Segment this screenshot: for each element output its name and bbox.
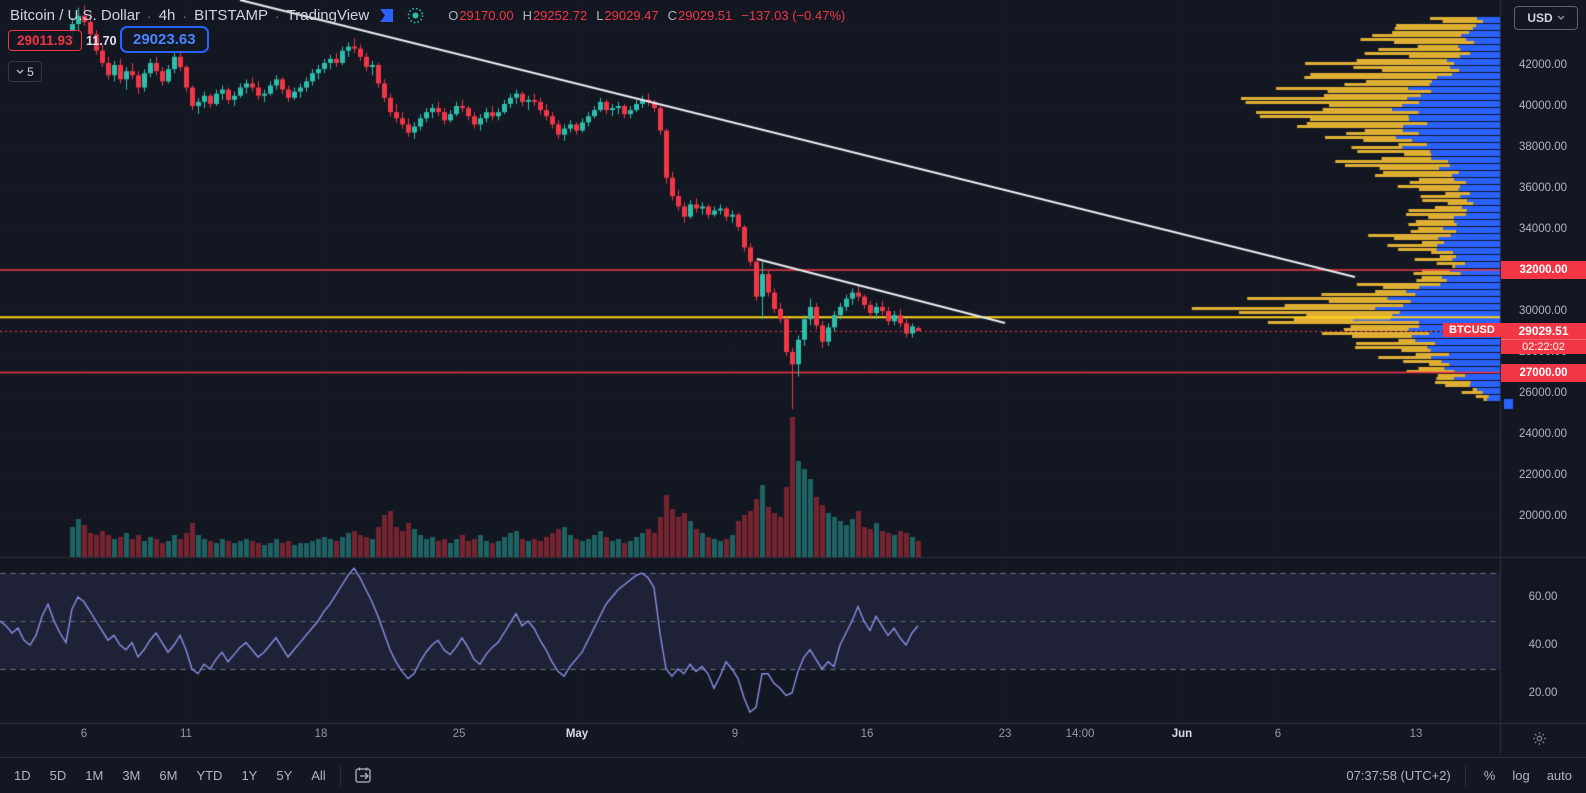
change-value: −137.03 (−0.47%): [741, 8, 846, 23]
range-button-5d[interactable]: 5D: [49, 768, 67, 783]
range-button-6m[interactable]: 6M: [159, 768, 178, 783]
object-tree-collapse-chip[interactable]: 5: [8, 61, 42, 82]
price-tick-label: 26000.00: [1519, 387, 1567, 399]
go-to-date-icon[interactable]: [355, 767, 374, 784]
time-tick-label: 16: [860, 728, 874, 740]
header-separator: ·: [274, 7, 280, 24]
rsi-tick-label: 60.00: [1528, 591, 1558, 603]
range-button-3m[interactable]: 3M: [122, 768, 141, 783]
symbol-price-tag: BTCUSD: [1443, 322, 1501, 337]
currency-unit-button[interactable]: USD: [1514, 6, 1578, 30]
time-tick-label: Jun: [1171, 728, 1193, 740]
range-button-1m[interactable]: 1M: [85, 768, 104, 783]
time-tick-label: 9: [731, 728, 739, 740]
range-button-1y[interactable]: 1Y: [241, 768, 258, 783]
low-value: 29029.47: [604, 8, 659, 23]
price-tick-label: 36000.00: [1519, 182, 1567, 194]
scale-button-auto[interactable]: auto: [1546, 768, 1572, 783]
chevron-down-icon: [16, 69, 24, 74]
asset-logo-icon: [407, 7, 424, 24]
last-price-axis-label: 29029.51 02:22:02: [1501, 322, 1586, 354]
rsi-tick-label: 20.00: [1528, 687, 1558, 699]
vendor-label[interactable]: TradingView: [286, 7, 370, 24]
exchange-label[interactable]: BITSTAMP: [194, 7, 268, 24]
bar-close-countdown: 02:22:02: [1501, 338, 1586, 354]
close-value: 29029.51: [678, 8, 733, 23]
chevron-down-icon: [1557, 15, 1565, 20]
ask-price-label[interactable]: 29023.63: [120, 26, 209, 53]
price-tick-label: 22000.00: [1519, 469, 1567, 481]
time-tick-label: 6: [80, 728, 88, 740]
spread-label: 11.70: [86, 34, 117, 48]
time-tick-label: 14:00: [1065, 728, 1095, 740]
time-tick-label: 6: [1274, 728, 1282, 740]
range-button-all[interactable]: All: [311, 768, 326, 783]
open-value: 29170.00: [459, 8, 514, 23]
time-tick-label: May: [565, 728, 589, 740]
bid-price-label[interactable]: 29011.93: [8, 30, 82, 51]
price-tick-label: 40000.00: [1519, 100, 1567, 112]
toolbar-divider: [339, 765, 341, 786]
price-tick-label: 20000.00: [1519, 510, 1567, 522]
bottom-toolbar: 1D 5D 1M 3M 6M YTD 1Y 5Y All 07:37:58 (UTC+2) % l…: [0, 757, 1586, 793]
interval-label[interactable]: 4h: [158, 7, 176, 24]
range-button-5y[interactable]: 5Y: [276, 768, 293, 783]
toolbar-divider: [1464, 765, 1466, 786]
time-tick-label: 25: [452, 728, 466, 740]
range-button-ytd[interactable]: YTD: [196, 768, 223, 783]
time-tick-label: 13: [1409, 728, 1423, 740]
symbol-header: Bitcoin / U.S. Dollar · 4h · BITSTAMP · …: [10, 7, 845, 24]
scale-mode-buttons: % log auto: [1484, 768, 1572, 783]
header-separator: ·: [182, 7, 188, 24]
time-tick-label: 18: [314, 728, 328, 740]
range-button-1d[interactable]: 1D: [14, 768, 31, 783]
level-price-label: 27000.00: [1501, 363, 1586, 382]
rsi-tick-label: 40.00: [1528, 639, 1558, 651]
time-tick-label: 23: [998, 728, 1012, 740]
currency-label: USD: [1527, 11, 1553, 25]
date-range-buttons: 1D 5D 1M 3M 6M YTD 1Y 5Y All: [14, 768, 326, 783]
price-tick-label: 24000.00: [1519, 428, 1567, 440]
indicator-count: 5: [27, 64, 34, 79]
scale-settings-gear-icon[interactable]: [1532, 731, 1547, 751]
price-tick-label: 38000.00: [1519, 141, 1567, 153]
price-tick-label: 34000.00: [1519, 223, 1567, 235]
clock-readout[interactable]: 07:37:58 (UTC+2): [1346, 768, 1451, 783]
price-tick-label: 42000.00: [1519, 59, 1567, 71]
symbol-name[interactable]: Bitcoin / U.S. Dollar: [10, 7, 141, 24]
level-price-label: 32000.00: [1501, 261, 1586, 279]
ohlc-readout: O29170.00 H29252.72 L29029.47 C29029.51 …: [448, 8, 846, 23]
high-value: 29252.72: [532, 8, 588, 23]
last-price: 29029.51: [1518, 323, 1569, 338]
time-tick-label: 11: [180, 728, 192, 740]
scale-button-percent[interactable]: %: [1483, 768, 1496, 783]
price-tick-label: 30000.00: [1519, 305, 1567, 317]
flag-icon[interactable]: [379, 8, 394, 23]
scale-button-log[interactable]: log: [1512, 768, 1530, 783]
header-separator: ·: [147, 7, 152, 24]
